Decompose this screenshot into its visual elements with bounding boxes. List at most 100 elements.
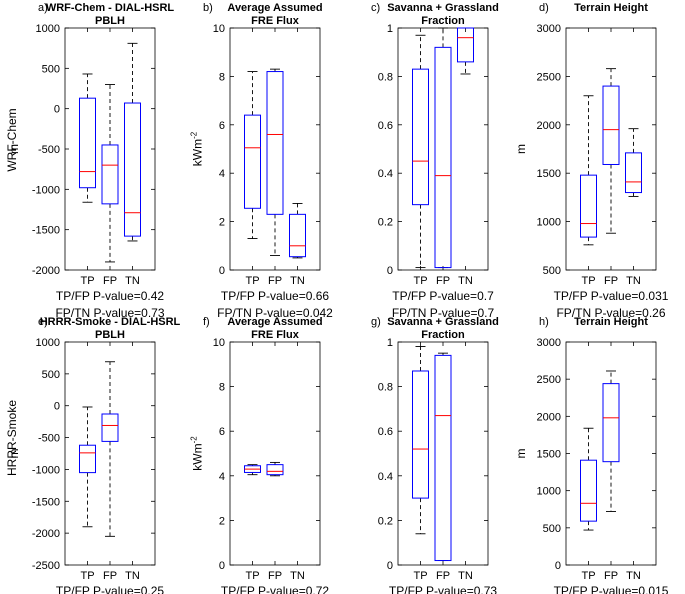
plot-frame [565, 27, 657, 271]
p-value-line: TP/FP P-value=0.015 [554, 584, 669, 594]
x-tick-label: TP [80, 275, 94, 287]
y-tick-label: -2000 [32, 265, 60, 277]
y-tick-label: 0 [387, 265, 393, 277]
x-tick-label: FP [604, 275, 618, 287]
y-tick-label: -2500 [32, 560, 60, 572]
x-tick-label: TP [245, 570, 259, 582]
panel-title: Average Assumed [227, 2, 322, 14]
box-iqr [266, 464, 284, 476]
x-tick-label: FP [436, 275, 450, 287]
panel-letter: d) [539, 2, 549, 14]
y-tick-label: 0.8 [378, 71, 393, 83]
x-tick-label: TN [458, 275, 473, 287]
x-tick-label: FP [268, 570, 282, 582]
x-tick-label: TN [626, 570, 641, 582]
y-tick-label: 1 [387, 23, 393, 35]
y-tick-label: 10 [213, 337, 225, 349]
x-tick-label: TP [80, 570, 94, 582]
y-tick-label: -1000 [32, 464, 60, 476]
x-tick-label: TN [458, 570, 473, 582]
panel-subtitle: PBLH [95, 15, 125, 27]
box-TP [244, 464, 261, 476]
x-tick-label: FP [103, 275, 117, 287]
x-tick-label: TN [626, 275, 641, 287]
plot-frame [229, 27, 321, 271]
y-tick-label: 0 [555, 560, 561, 572]
y-tick-label: 1000 [36, 23, 60, 35]
y-axis-label: kWm-2 [190, 436, 205, 471]
y-tick-label: 1000 [537, 217, 561, 229]
y-tick-label: 0.6 [378, 426, 393, 438]
y-axis-label-unit: m [7, 449, 21, 459]
panel-subtitle: FRE Flux [251, 15, 300, 27]
x-tick-label: TP [413, 275, 427, 287]
p-value-line: FP/TN P-value=0.7 [392, 306, 495, 320]
box-iqr [244, 114, 261, 209]
x-tick-label: TN [125, 570, 140, 582]
box-TN [625, 128, 642, 197]
box-iqr [79, 97, 96, 189]
p-value-line: TP/FP P-value=0.7 [392, 289, 494, 303]
y-tick-label: 10 [213, 23, 225, 35]
box-TP [580, 427, 597, 531]
x-tick-label: FP [268, 275, 282, 287]
panel-h: 0 500 1000 1500 2000 2500 3000 TP FP TN h) Terrain … [514, 316, 669, 594]
y-tick-label: 1500 [537, 449, 561, 461]
y-axis-label-exponent: -2 [190, 131, 199, 139]
y-tick-label: 6 [219, 426, 225, 438]
y-tick-label: 3000 [537, 23, 561, 35]
y-tick-label: 2 [219, 515, 225, 527]
y-axis-label-unit: kWm [191, 443, 205, 470]
panel-letter: e) [38, 316, 48, 328]
y-axis-label: m [514, 144, 528, 154]
box-iqr [124, 102, 141, 237]
x-tick-label: TN [125, 275, 140, 287]
box-TP [412, 346, 429, 535]
y-tick-label: 500 [42, 369, 60, 381]
box-iqr [434, 46, 452, 269]
y-axis-label-unit: kWm [191, 139, 205, 166]
x-tick-label: TP [581, 570, 595, 582]
y-tick-label: 500 [42, 63, 60, 75]
panel-letter: a) [38, 2, 48, 14]
y-tick-label: -1500 [32, 225, 60, 237]
box-FP [266, 461, 284, 477]
p-value-line: FP/TN P-value=0.26 [556, 306, 665, 320]
box-iqr [625, 152, 642, 194]
y-tick-label: -1500 [32, 496, 60, 508]
y-tick-label: 0.2 [378, 515, 393, 527]
panel-title: Savanna + Grassland [387, 316, 499, 328]
x-tick-label: FP [103, 570, 117, 582]
box-iqr [580, 459, 597, 522]
y-tick-label: 2 [219, 217, 225, 229]
panel-letter: h) [539, 316, 549, 328]
box-FP [101, 361, 119, 537]
box-iqr [412, 68, 429, 206]
y-tick-label: 6 [219, 120, 225, 132]
y-tick-label: 0 [54, 401, 60, 413]
y-tick-label: -2000 [32, 528, 60, 540]
y-tick-label: 8 [219, 71, 225, 83]
y-axis-label-unit: m [514, 449, 528, 459]
y-tick-label: 1000 [537, 486, 561, 498]
box-iqr [101, 413, 119, 442]
y-axis-label-exponent: -2 [190, 436, 199, 444]
y-tick-label: 1000 [36, 337, 60, 349]
panel-g: 0 0.2 0.4 0.6 0.8 1 TP FP TN g) Savanna + Grasslan… [371, 316, 499, 594]
box-iqr [457, 27, 474, 63]
box-TP [244, 71, 261, 239]
box-iqr [602, 383, 620, 463]
row-label-top: WRF-Chem [5, 108, 19, 171]
panel-title: Terrain Height [574, 2, 648, 14]
panel-subtitle: Fraction [421, 15, 465, 27]
p-value-line: TP/FP P-value=0.73 [389, 584, 497, 594]
row-label-bottom: HRRR-Smoke [5, 400, 19, 476]
y-tick-label: 2000 [537, 120, 561, 132]
y-tick-label: 500 [543, 523, 561, 535]
y-tick-label: 0 [219, 265, 225, 277]
panel-letter: b) [203, 2, 213, 14]
box-TN [289, 202, 306, 259]
y-tick-label: 500 [543, 265, 561, 277]
